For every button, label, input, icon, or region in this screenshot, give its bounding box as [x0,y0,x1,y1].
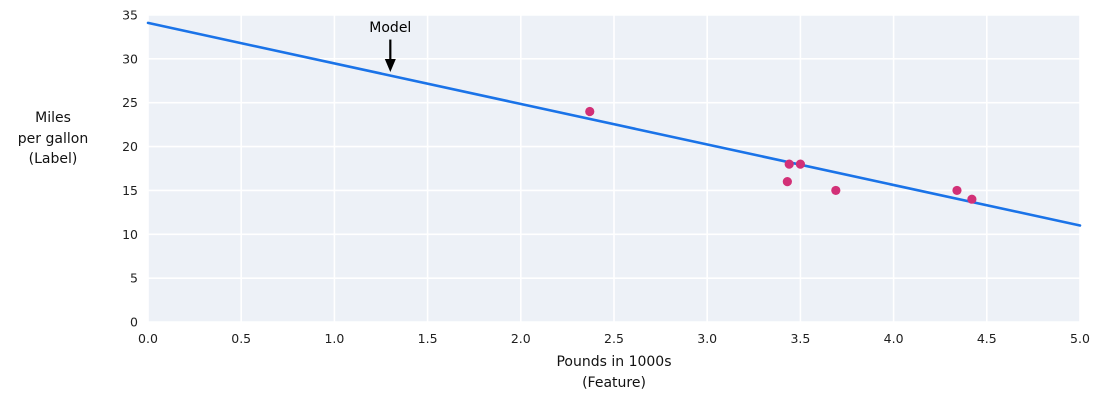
data-point [952,185,962,196]
model-line [146,21,1082,227]
x-tick-label: 2.5 [604,331,624,346]
y-tick-label: 0 [130,315,138,330]
y-tick-label: 20 [122,139,138,154]
x-tick-label: 2.0 [511,331,531,346]
x-tick-label: 3.5 [790,331,810,346]
data-point [831,185,841,196]
y-tick-label: 5 [130,271,138,286]
x-tick-label: 3.0 [697,331,717,346]
x-axis-label-line: (Feature) [582,375,646,391]
y-tick-label: 10 [122,227,138,242]
data-point [782,177,792,187]
x-tick-label: 5.0 [1070,331,1090,346]
y-tick-label: 35 [122,8,138,23]
data-point [795,159,806,169]
y-axis-label-line: per gallon [17,130,89,147]
y-tick-label: 25 [122,95,138,110]
x-tick-label: 1.0 [324,331,344,346]
y-tick-label: 15 [122,183,138,198]
model-annotation-text: Model [369,20,411,36]
x-axis-label: Pounds in 1000s (Feature) [464,352,764,394]
data-point [585,106,595,117]
y-axis-label-line: (Label) [28,151,78,167]
x-axis-label-line: Pounds in 1000s [556,354,672,370]
x-tick-label: 0.5 [231,331,251,346]
y-axis-label-line: Miles [35,110,71,126]
data-point [967,194,977,204]
x-tick-label: 4.0 [884,331,904,346]
x-tick-label: 1.5 [418,331,438,346]
y-axis-label: Miles per gallon (Label) [0,108,106,170]
model-annotation-arrowhead [384,59,396,73]
y-tick-label: 30 [122,51,138,66]
x-tick-label: 0.0 [138,331,158,346]
data-point [784,159,794,169]
x-tick-label: 4.5 [977,331,997,346]
